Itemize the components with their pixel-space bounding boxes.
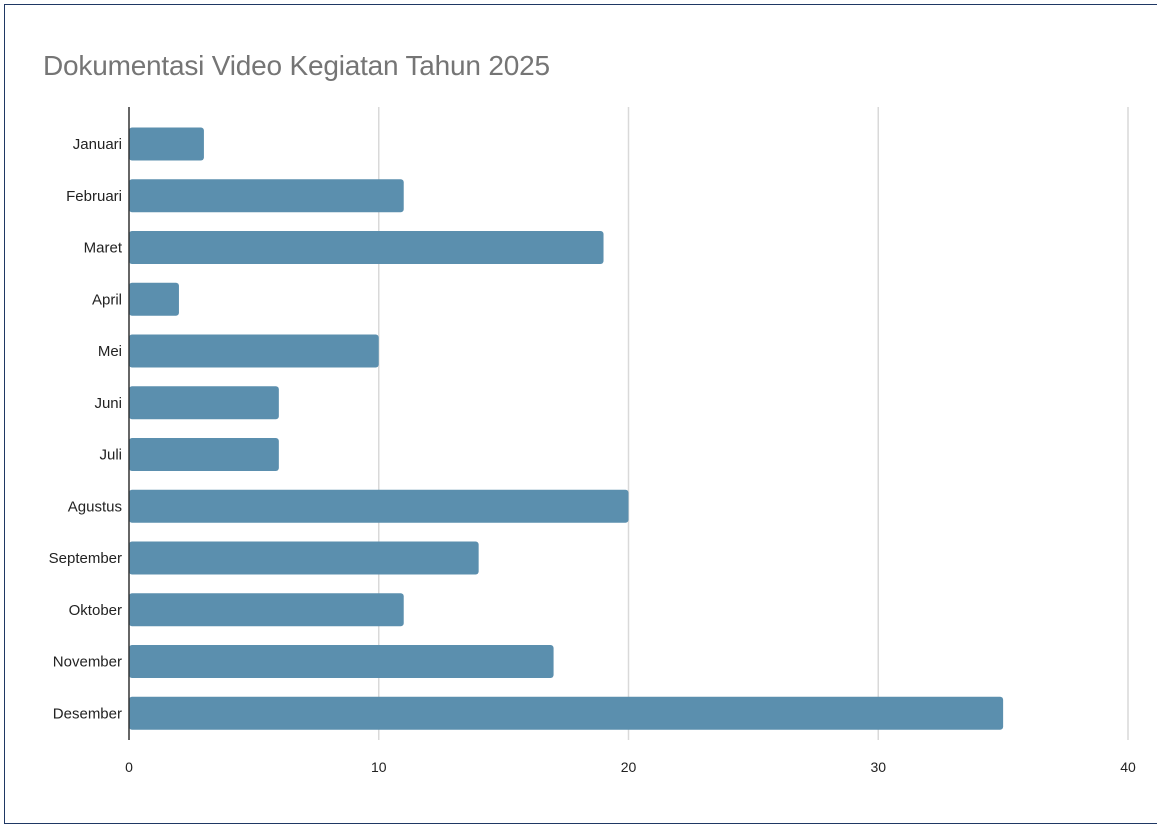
category-label-maret: Maret (84, 240, 123, 257)
category-label-april: April (92, 291, 122, 308)
bar-juli (129, 438, 279, 471)
category-label-september: September (49, 550, 122, 567)
tick-labels: 0 10 20 30 40 (125, 759, 1136, 775)
bar-maret (129, 231, 604, 264)
category-label-november: November (53, 654, 122, 671)
x-tick-label-20: 20 (621, 759, 637, 775)
x-tick-label-0: 0 (125, 759, 133, 775)
category-label-desember: Desember (53, 705, 122, 722)
bar-januari (129, 127, 204, 161)
gridlines (378, 107, 1129, 740)
bar-mei (129, 334, 379, 368)
category-labels: Januari Februari Maret April Mei Juni Juli Agus… (49, 136, 123, 722)
bar-juni (129, 386, 279, 420)
bar-februari (129, 179, 404, 213)
bars (129, 127, 1004, 730)
x-tick-label-30: 30 (870, 759, 886, 775)
bar-oktober (129, 593, 404, 627)
x-tick-label-40: 40 (1120, 759, 1136, 775)
chart-title: Dokumentasi Video Kegiatan Tahun 2025 (43, 50, 550, 81)
category-label-oktober: Oktober (69, 602, 122, 619)
category-label-juli: Juli (99, 447, 122, 464)
category-label-februari: Februari (66, 188, 122, 205)
category-label-januari: Januari (73, 136, 122, 153)
bar-november (129, 645, 554, 678)
bar-agustus (129, 489, 629, 523)
category-label-agustus: Agustus (68, 498, 122, 515)
bar-september (129, 541, 479, 575)
category-label-mei: Mei (98, 343, 122, 360)
category-label-juni: Juni (94, 395, 122, 412)
bar-april (129, 282, 179, 316)
bar-desember (129, 696, 1004, 730)
x-tick-label-10: 10 (371, 759, 387, 775)
